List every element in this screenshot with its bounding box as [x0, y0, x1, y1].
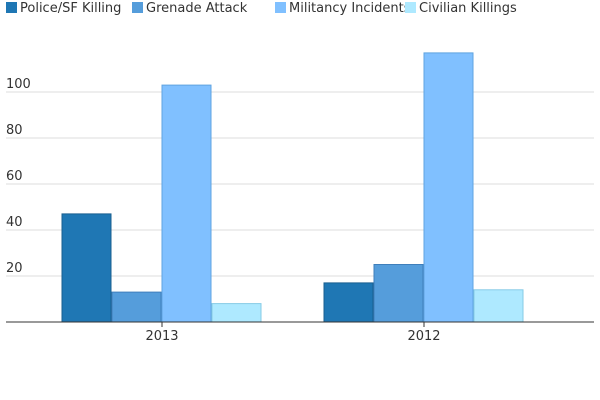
legend-swatch	[275, 2, 286, 13]
bar[interactable]	[161, 84, 212, 323]
bar[interactable]	[473, 289, 524, 323]
legend-item[interactable]: Militancy Incidents	[275, 1, 411, 16]
x-tick-label: 2013	[145, 329, 178, 344]
bar[interactable]	[61, 213, 112, 323]
legend-label: Grenade Attack	[146, 1, 248, 16]
y-axis: 20 40 60 80 100	[6, 77, 31, 276]
legend: Police/SF Killing Grenade Attack Militancy…	[6, 1, 517, 16]
bar[interactable]	[111, 291, 162, 323]
x-axis: 2013 2012	[145, 322, 441, 344]
legend-label: Militancy Incidents	[289, 1, 411, 16]
legend-swatch	[132, 2, 143, 13]
y-tick-label: 20	[6, 261, 23, 276]
legend-item[interactable]: Police/SF Killing	[6, 1, 121, 16]
y-tick-label: 60	[6, 169, 23, 184]
y-tick-label: 80	[6, 123, 23, 138]
x-tick-label: 2012	[407, 329, 440, 344]
legend-label: Police/SF Killing	[20, 1, 121, 16]
legend-item[interactable]: Civilian Killings	[405, 1, 517, 16]
bar[interactable]	[423, 52, 474, 323]
bar[interactable]	[323, 282, 374, 323]
y-tick-label: 100	[6, 77, 31, 92]
bar[interactable]	[211, 303, 262, 323]
legend-swatch	[405, 2, 416, 13]
legend-item[interactable]: Grenade Attack	[132, 1, 248, 16]
legend-label: Civilian Killings	[419, 1, 517, 16]
bars	[61, 52, 524, 323]
y-tick-label: 40	[6, 215, 23, 230]
bar[interactable]	[373, 264, 424, 323]
legend-swatch	[6, 2, 17, 13]
